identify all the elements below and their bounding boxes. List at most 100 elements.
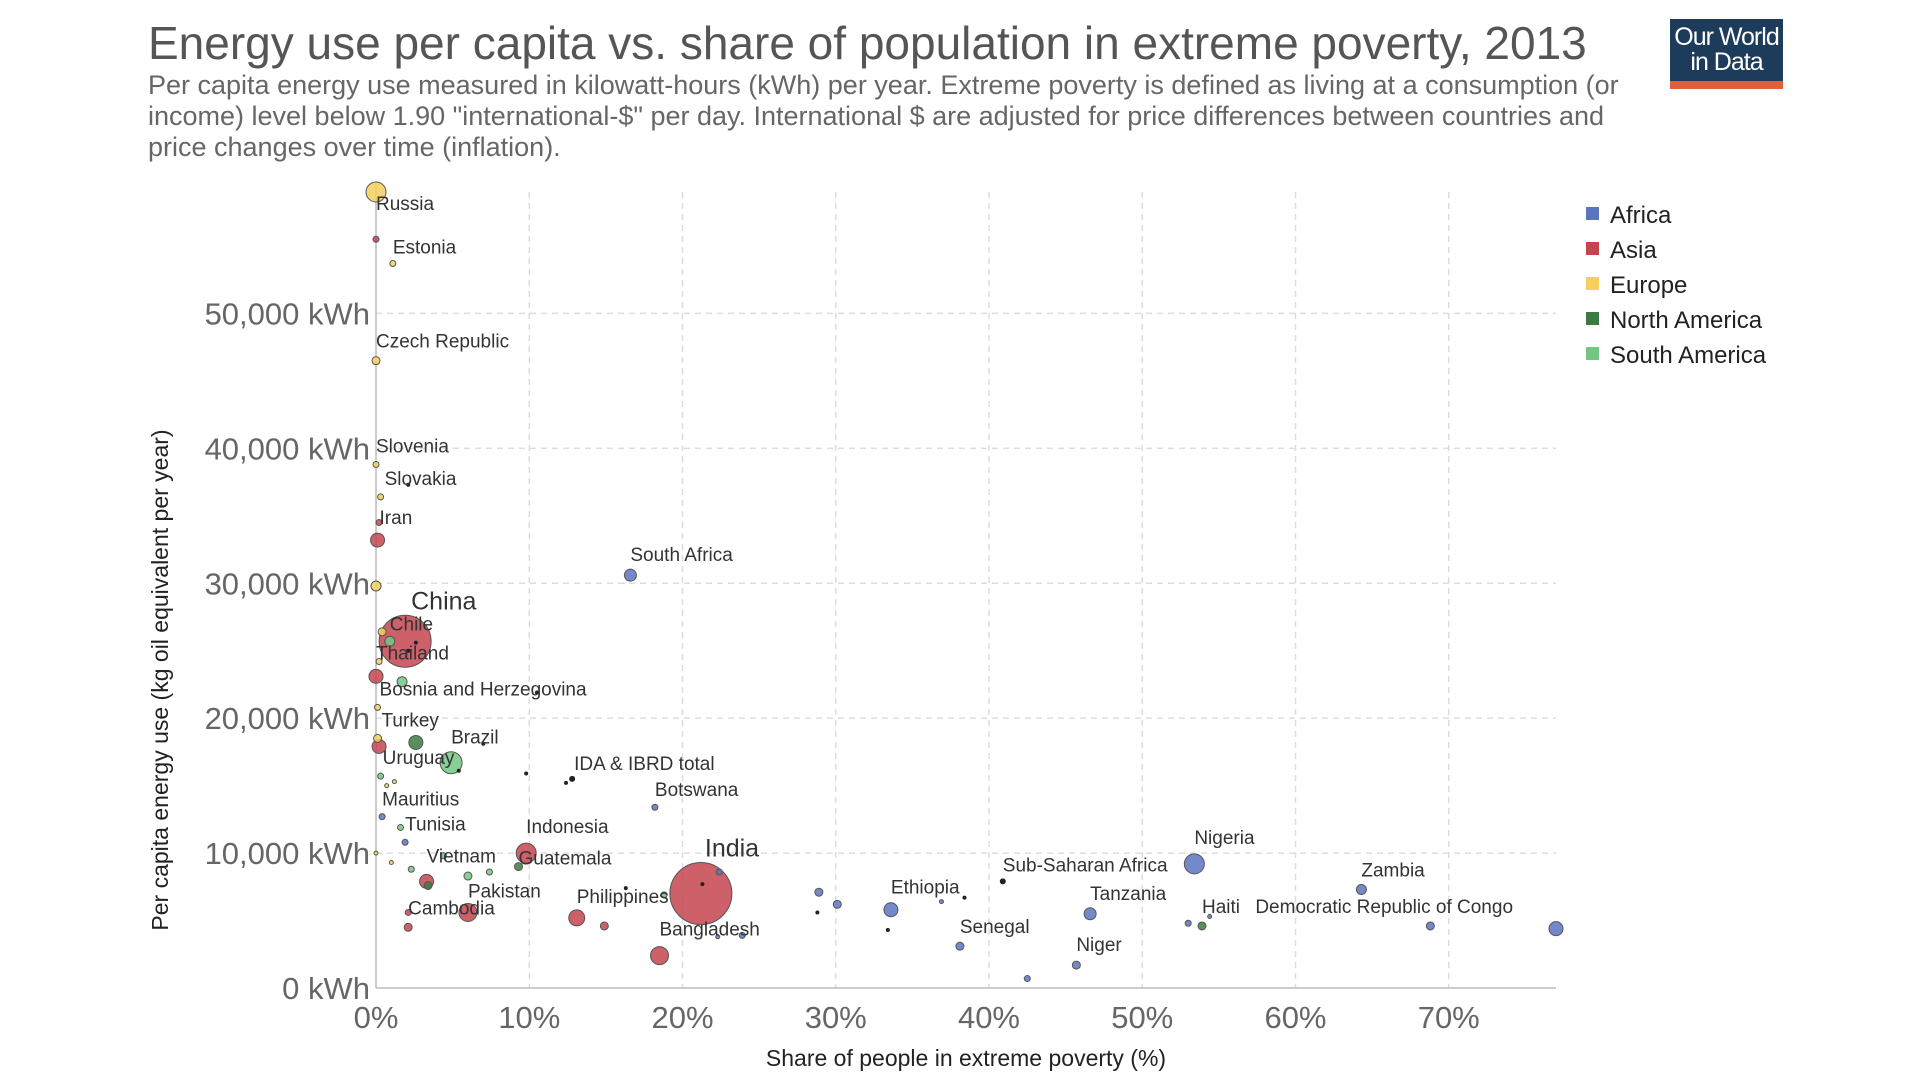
- data-point[interactable]: [700, 882, 705, 887]
- data-point-brazil[interactable]: [439, 751, 463, 775]
- data-point[interactable]: [384, 783, 390, 789]
- data-point[interactable]: [413, 640, 418, 645]
- data-point-indonesia[interactable]: [515, 842, 537, 864]
- data-point[interactable]: [372, 235, 380, 243]
- x-tick-label: 30%: [805, 1000, 867, 1035]
- data-point[interactable]: [391, 779, 397, 785]
- data-point[interactable]: [481, 741, 486, 746]
- data-point[interactable]: [885, 927, 890, 932]
- owid-logo[interactable]: Our World in Data: [1670, 19, 1783, 89]
- legend-item[interactable]: South America: [1610, 342, 1767, 369]
- data-point-russia[interactable]: [365, 181, 387, 203]
- data-point[interactable]: [485, 868, 493, 876]
- data-point[interactable]: [832, 899, 842, 909]
- data-point-pakistan[interactable]: [458, 902, 478, 922]
- data-point[interactable]: [396, 676, 408, 688]
- data-point[interactable]: [375, 519, 383, 527]
- data-point[interactable]: [388, 860, 394, 866]
- data-point[interactable]: [814, 887, 824, 897]
- data-point-bosnia-and-herzegovina[interactable]: [374, 703, 382, 711]
- data-point-thailand[interactable]: [368, 668, 384, 684]
- point-label: Czech Republic: [376, 332, 509, 353]
- point-label: Indonesia: [526, 817, 609, 838]
- data-point-china[interactable]: [378, 614, 432, 668]
- data-point[interactable]: [938, 899, 944, 905]
- data-point-iran[interactable]: [370, 532, 386, 548]
- data-point[interactable]: [599, 921, 609, 931]
- data-point[interactable]: [1548, 921, 1564, 937]
- point-label: Turkey: [382, 710, 440, 731]
- data-point[interactable]: [397, 823, 405, 831]
- data-point-tanzania[interactable]: [1083, 907, 1097, 921]
- data-point[interactable]: [377, 627, 387, 637]
- data-point-democratic-republic-of-congo[interactable]: [1425, 921, 1435, 931]
- legend-swatch: [1586, 347, 1599, 360]
- point-label: China: [411, 587, 476, 615]
- data-point[interactable]: [623, 886, 628, 891]
- data-point[interactable]: [534, 690, 539, 695]
- point-label: Bosnia and Herzegovina: [380, 679, 587, 700]
- point-label: Uruguay: [383, 748, 455, 769]
- point-labels: Russia Estonia Czech Republic Slovenia Slova…: [376, 194, 1513, 956]
- data-point[interactable]: [439, 852, 447, 860]
- data-point-ethiopia[interactable]: [883, 902, 899, 918]
- data-point-haiti[interactable]: [1197, 921, 1207, 931]
- data-point[interactable]: [406, 482, 411, 487]
- data-point[interactable]: [456, 768, 461, 773]
- x-tick-label: 60%: [1264, 1000, 1326, 1035]
- data-point-tunisia[interactable]: [401, 838, 409, 846]
- legend-swatch: [1586, 312, 1599, 325]
- data-point-slovenia[interactable]: [372, 461, 380, 469]
- data-point-sub-saharan-africa[interactable]: [999, 878, 1006, 885]
- data-point-chile[interactable]: [384, 635, 396, 647]
- data-point-senegal[interactable]: [955, 941, 965, 951]
- data-point-india[interactable]: [669, 862, 733, 926]
- legend-item[interactable]: Africa: [1610, 202, 1672, 229]
- data-point-botswana[interactable]: [651, 803, 659, 811]
- data-point[interactable]: [423, 880, 433, 890]
- data-point[interactable]: [403, 922, 413, 932]
- chart-title: Energy use per capita vs. share of popul…: [148, 17, 1587, 69]
- data-point[interactable]: [738, 931, 746, 939]
- data-point[interactable]: [524, 771, 529, 776]
- data-point[interactable]: [715, 868, 723, 876]
- data-point-slovakia[interactable]: [377, 493, 385, 501]
- data-point-ida-ibrd-total[interactable]: [569, 775, 576, 782]
- data-point-guatemala[interactable]: [514, 862, 524, 872]
- data-point-zambia[interactable]: [1355, 884, 1367, 896]
- data-point[interactable]: [1023, 975, 1031, 983]
- point-label: Vietnam: [427, 846, 496, 867]
- data-point[interactable]: [815, 910, 820, 915]
- legend-item[interactable]: North America: [1610, 307, 1763, 334]
- data-point-niger[interactable]: [1071, 960, 1081, 970]
- data-point-czech-republic[interactable]: [371, 356, 381, 366]
- data-point[interactable]: [370, 580, 382, 592]
- data-point-estonia[interactable]: [389, 260, 397, 268]
- data-point-south-africa[interactable]: [623, 568, 637, 582]
- data-point-nigeria[interactable]: [1183, 853, 1205, 875]
- legend: Africa Asia Europe North America South Ameri…: [1586, 202, 1767, 369]
- data-point[interactable]: [407, 865, 415, 873]
- data-point[interactable]: [1207, 913, 1213, 919]
- data-point-cambodia[interactable]: [404, 908, 412, 916]
- data-point-bangladesh[interactable]: [650, 946, 670, 966]
- data-point[interactable]: [373, 850, 379, 856]
- data-point[interactable]: [564, 780, 569, 785]
- point-label: Bangladesh: [660, 920, 760, 941]
- legend-item[interactable]: Europe: [1610, 272, 1687, 299]
- data-point[interactable]: [962, 895, 967, 900]
- data-point[interactable]: [715, 934, 721, 940]
- data-point[interactable]: [1184, 919, 1192, 927]
- data-point[interactable]: [660, 891, 668, 899]
- data-point[interactable]: [408, 734, 424, 750]
- data-point-philippines[interactable]: [568, 909, 586, 927]
- legend-item[interactable]: Asia: [1610, 237, 1657, 264]
- data-point[interactable]: [463, 871, 473, 881]
- data-point[interactable]: [375, 658, 383, 666]
- y-tick-label: 0 kWh: [282, 971, 370, 1006]
- data-point-uruguay[interactable]: [377, 772, 385, 780]
- data-point-mauritius[interactable]: [378, 813, 386, 821]
- data-point-turkey[interactable]: [373, 733, 383, 743]
- x-tick-label: 70%: [1418, 1000, 1480, 1035]
- data-point[interactable]: [406, 648, 411, 653]
